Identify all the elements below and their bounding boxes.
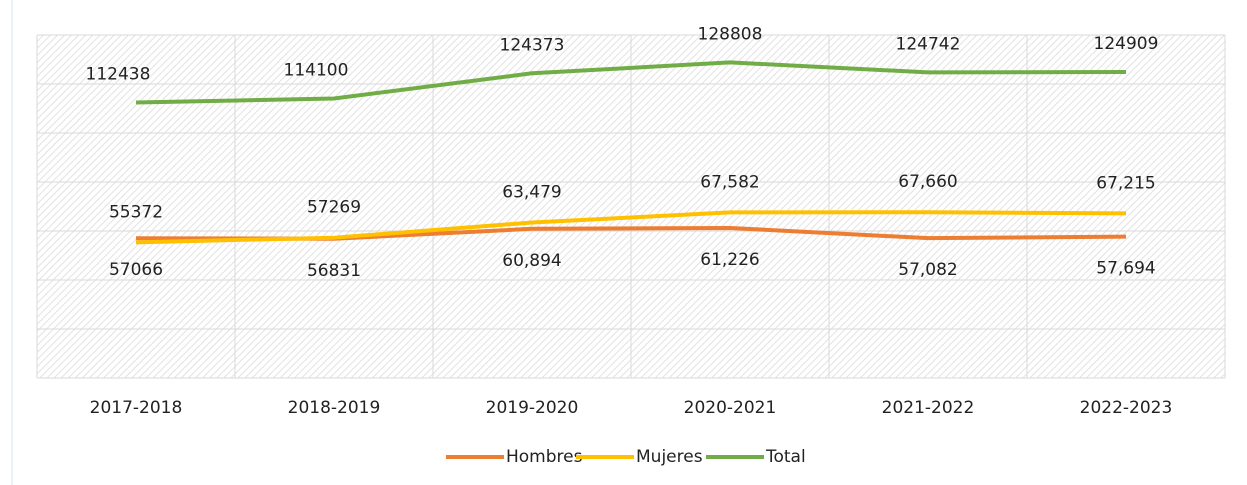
data-label: 56831 bbox=[307, 261, 361, 281]
legend-label: Hombres bbox=[506, 447, 583, 467]
data-label: 63,479 bbox=[502, 182, 561, 202]
x-tick-label: 2018-2019 bbox=[288, 398, 381, 418]
x-tick-label: 2019-2020 bbox=[486, 398, 579, 418]
data-label: 60,894 bbox=[502, 251, 561, 271]
line-mujeres bbox=[135, 210, 1127, 245]
data-label: 124742 bbox=[896, 34, 961, 54]
x-tick-label: 2017-2018 bbox=[90, 398, 183, 418]
x-tick-label: 2020-2021 bbox=[684, 398, 777, 418]
legend-label: Total bbox=[765, 447, 806, 467]
data-label: 57,694 bbox=[1096, 259, 1155, 279]
data-label: 61,226 bbox=[700, 250, 759, 270]
data-label: 67,660 bbox=[898, 172, 957, 192]
legend-label: Mujeres bbox=[636, 447, 703, 467]
x-tick-label: 2021-2022 bbox=[882, 398, 975, 418]
data-label: 57066 bbox=[109, 260, 163, 280]
x-tick-label: 2022-2023 bbox=[1080, 398, 1173, 418]
data-label: 55372 bbox=[109, 202, 163, 222]
data-label: 57,082 bbox=[898, 260, 957, 280]
line-total bbox=[135, 60, 1127, 105]
data-label: 57269 bbox=[307, 198, 361, 218]
data-label: 67,582 bbox=[700, 172, 759, 192]
data-label: 124373 bbox=[500, 35, 565, 55]
data-label: 67,215 bbox=[1096, 173, 1155, 193]
data-label: 128808 bbox=[698, 24, 763, 44]
data-label: 112438 bbox=[86, 65, 151, 85]
data-label: 114100 bbox=[284, 60, 349, 80]
data-label: 124909 bbox=[1094, 34, 1159, 54]
